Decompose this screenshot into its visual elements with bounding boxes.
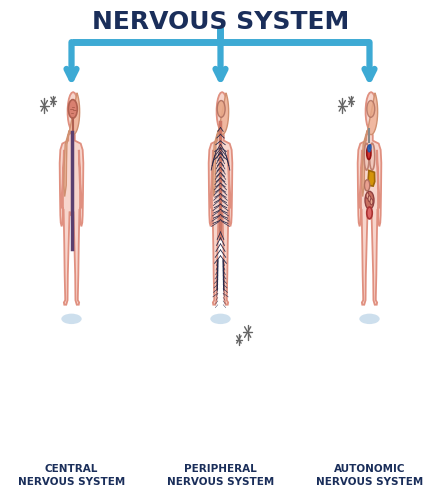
Ellipse shape	[364, 143, 369, 170]
Ellipse shape	[365, 180, 370, 191]
Ellipse shape	[367, 100, 375, 117]
Ellipse shape	[368, 145, 370, 152]
Polygon shape	[64, 93, 80, 196]
Ellipse shape	[370, 144, 371, 149]
Text: PERIPHERAL
NERVOUS SYSTEM: PERIPHERAL NERVOUS SYSTEM	[167, 464, 274, 487]
Text: NERVOUS SYSTEM: NERVOUS SYSTEM	[92, 10, 349, 34]
Text: AUTONOMIC
NERVOUS SYSTEM: AUTONOMIC NERVOUS SYSTEM	[316, 464, 423, 487]
Ellipse shape	[68, 100, 77, 118]
Ellipse shape	[365, 192, 374, 209]
Polygon shape	[358, 92, 381, 304]
Ellipse shape	[359, 314, 380, 324]
Ellipse shape	[370, 199, 373, 205]
Ellipse shape	[366, 193, 369, 199]
Polygon shape	[362, 93, 377, 196]
Ellipse shape	[367, 146, 371, 160]
Polygon shape	[209, 92, 232, 304]
Ellipse shape	[368, 196, 371, 202]
Ellipse shape	[61, 314, 82, 324]
Ellipse shape	[210, 314, 231, 324]
Ellipse shape	[370, 143, 375, 170]
Polygon shape	[60, 92, 83, 304]
Polygon shape	[368, 170, 375, 186]
Ellipse shape	[367, 207, 372, 219]
Ellipse shape	[217, 100, 225, 117]
Text: CENTRAL
NERVOUS SYSTEM: CENTRAL NERVOUS SYSTEM	[18, 464, 125, 487]
Polygon shape	[213, 93, 228, 196]
